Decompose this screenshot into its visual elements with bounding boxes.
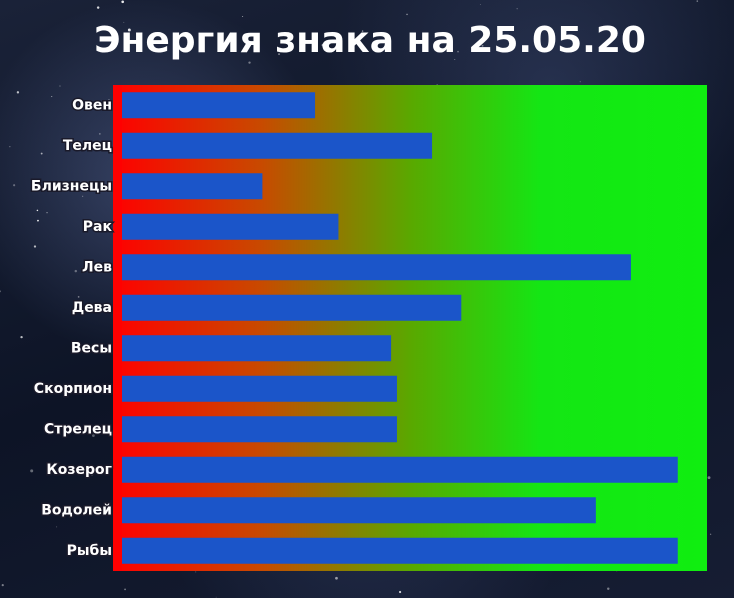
bar: [122, 92, 316, 119]
star: [16, 91, 20, 94]
star: [82, 195, 84, 197]
bar: [122, 497, 596, 524]
star: [37, 219, 39, 222]
star: [457, 50, 459, 53]
star: [96, 6, 100, 9]
star: [242, 15, 244, 17]
bar: [122, 173, 263, 200]
y-tick-label: Рыбы: [67, 543, 112, 559]
star: [607, 587, 610, 590]
bar: [122, 254, 631, 281]
star: [195, 571, 197, 573]
star: [481, 44, 484, 47]
star: [516, 8, 518, 10]
star: [398, 590, 402, 594]
y-tick-label: Близнецы: [31, 178, 112, 194]
plot-area: [113, 85, 707, 571]
y-tick-label: Весы: [71, 340, 112, 356]
star: [46, 212, 48, 214]
star: [13, 184, 16, 187]
bar: [122, 132, 433, 159]
star: [77, 295, 80, 298]
bar: [122, 456, 678, 483]
star: [127, 28, 131, 32]
star: [9, 146, 11, 148]
y-tick-label: Дева: [72, 300, 112, 316]
y-tick-label: Козерог: [46, 462, 112, 478]
star: [1, 584, 4, 587]
bar: [122, 335, 392, 362]
star: [696, 0, 699, 2]
star: [36, 209, 39, 212]
star: [98, 132, 101, 135]
star: [59, 85, 61, 87]
star: [479, 4, 481, 6]
star: [124, 588, 126, 591]
bar: [122, 416, 397, 443]
star: [121, 0, 125, 4]
star: [248, 61, 251, 64]
star: [454, 58, 456, 60]
star: [33, 245, 37, 248]
star: [361, 30, 364, 32]
star: [406, 13, 408, 16]
star: [90, 472, 94, 476]
star: [97, 431, 100, 434]
star: [0, 290, 2, 293]
star: [579, 81, 581, 83]
star: [108, 99, 110, 101]
chart-title: Энергия знака на 25.05.20: [94, 20, 646, 61]
y-tick-label: Лев: [82, 259, 112, 275]
star: [123, 21, 125, 23]
star: [30, 469, 34, 473]
star: [92, 434, 95, 437]
star: [278, 53, 281, 56]
star: [40, 152, 43, 155]
star: [51, 96, 53, 98]
bar: [122, 294, 462, 321]
star: [56, 526, 58, 528]
y-tick-label: Рак: [83, 219, 113, 235]
bar: [122, 537, 678, 564]
y-tick-label: Стрелец: [44, 421, 112, 437]
y-tick-label: Водолей: [41, 502, 112, 518]
star: [74, 269, 78, 273]
star: [707, 476, 711, 480]
star: [20, 335, 23, 339]
plot-edge: [113, 85, 122, 571]
star: [321, 43, 325, 47]
y-tick-label: Телец: [63, 138, 112, 154]
y-tick-label: Скорпион: [34, 381, 112, 397]
star: [335, 576, 338, 580]
star: [709, 533, 712, 535]
bar: [122, 375, 397, 402]
star: [215, 596, 217, 598]
y-tick-label: Овен: [72, 97, 112, 113]
bar: [122, 213, 339, 240]
star: [87, 264, 91, 268]
